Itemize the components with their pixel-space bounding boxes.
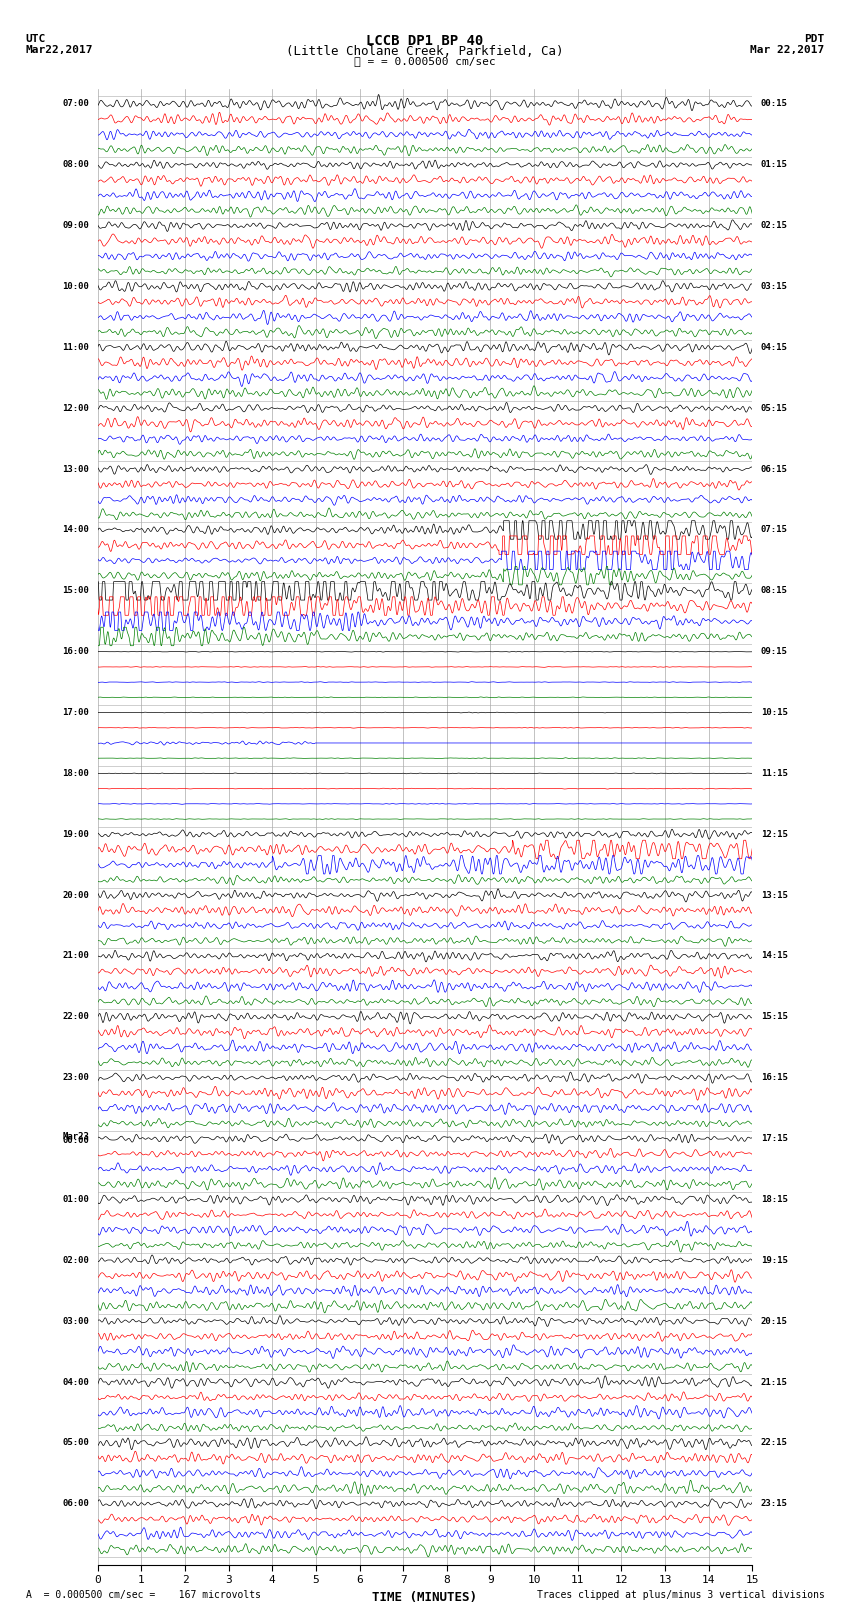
Text: 22:15: 22:15	[761, 1439, 788, 1447]
Text: 09:00: 09:00	[62, 221, 89, 231]
Text: 16:00: 16:00	[62, 647, 89, 656]
Text: LCCB DP1 BP 40: LCCB DP1 BP 40	[366, 34, 484, 48]
Text: 00:00: 00:00	[62, 1137, 89, 1145]
Text: 23:15: 23:15	[761, 1498, 788, 1508]
Text: 16:15: 16:15	[761, 1073, 788, 1082]
Text: 10:00: 10:00	[62, 282, 89, 290]
Text: 03:15: 03:15	[761, 282, 788, 290]
Text: 15:00: 15:00	[62, 586, 89, 595]
Text: 06:15: 06:15	[761, 465, 788, 474]
Text: Traces clipped at plus/minus 3 vertical divisions: Traces clipped at plus/minus 3 vertical …	[536, 1590, 824, 1600]
Text: 08:15: 08:15	[761, 586, 788, 595]
Text: 01:00: 01:00	[62, 1195, 89, 1203]
Text: 19:15: 19:15	[761, 1257, 788, 1265]
Text: Mar22,2017: Mar22,2017	[26, 45, 93, 55]
Text: 14:00: 14:00	[62, 526, 89, 534]
Text: 11:15: 11:15	[761, 769, 788, 777]
Text: 22:00: 22:00	[62, 1013, 89, 1021]
Text: 09:15: 09:15	[761, 647, 788, 656]
Text: 17:15: 17:15	[761, 1134, 788, 1144]
Text: 14:15: 14:15	[761, 952, 788, 960]
Text: 18:00: 18:00	[62, 769, 89, 777]
Text: 20:00: 20:00	[62, 890, 89, 900]
Text: 23:00: 23:00	[62, 1073, 89, 1082]
Text: A  = 0.000500 cm/sec =    167 microvolts: A = 0.000500 cm/sec = 167 microvolts	[26, 1590, 260, 1600]
Text: 19:00: 19:00	[62, 829, 89, 839]
Text: 17:00: 17:00	[62, 708, 89, 718]
Text: 08:00: 08:00	[62, 160, 89, 169]
Text: 03:00: 03:00	[62, 1316, 89, 1326]
Text: 04:15: 04:15	[761, 344, 788, 352]
Text: 07:00: 07:00	[62, 100, 89, 108]
Text: 05:15: 05:15	[761, 403, 788, 413]
Text: 00:15: 00:15	[761, 100, 788, 108]
Text: ⎯ = = 0.000500 cm/sec: ⎯ = = 0.000500 cm/sec	[354, 56, 496, 66]
Text: 21:00: 21:00	[62, 952, 89, 960]
Text: 15:15: 15:15	[761, 1013, 788, 1021]
Text: 20:15: 20:15	[761, 1316, 788, 1326]
Text: 13:00: 13:00	[62, 465, 89, 474]
Text: 07:15: 07:15	[761, 526, 788, 534]
Text: 06:00: 06:00	[62, 1498, 89, 1508]
Text: 01:15: 01:15	[761, 160, 788, 169]
Text: 11:00: 11:00	[62, 344, 89, 352]
Text: PDT: PDT	[804, 34, 824, 44]
Text: 13:15: 13:15	[761, 890, 788, 900]
Text: Mar23: Mar23	[62, 1132, 89, 1140]
Text: Mar 22,2017: Mar 22,2017	[751, 45, 824, 55]
Text: 10:15: 10:15	[761, 708, 788, 718]
X-axis label: TIME (MINUTES): TIME (MINUTES)	[372, 1590, 478, 1603]
Text: 02:15: 02:15	[761, 221, 788, 231]
Text: 02:00: 02:00	[62, 1257, 89, 1265]
Text: 05:00: 05:00	[62, 1439, 89, 1447]
Text: 12:00: 12:00	[62, 403, 89, 413]
Text: 04:00: 04:00	[62, 1378, 89, 1387]
Text: UTC: UTC	[26, 34, 46, 44]
Text: 21:15: 21:15	[761, 1378, 788, 1387]
Text: 12:15: 12:15	[761, 829, 788, 839]
Text: (Little Cholane Creek, Parkfield, Ca): (Little Cholane Creek, Parkfield, Ca)	[286, 45, 564, 58]
Text: 18:15: 18:15	[761, 1195, 788, 1203]
